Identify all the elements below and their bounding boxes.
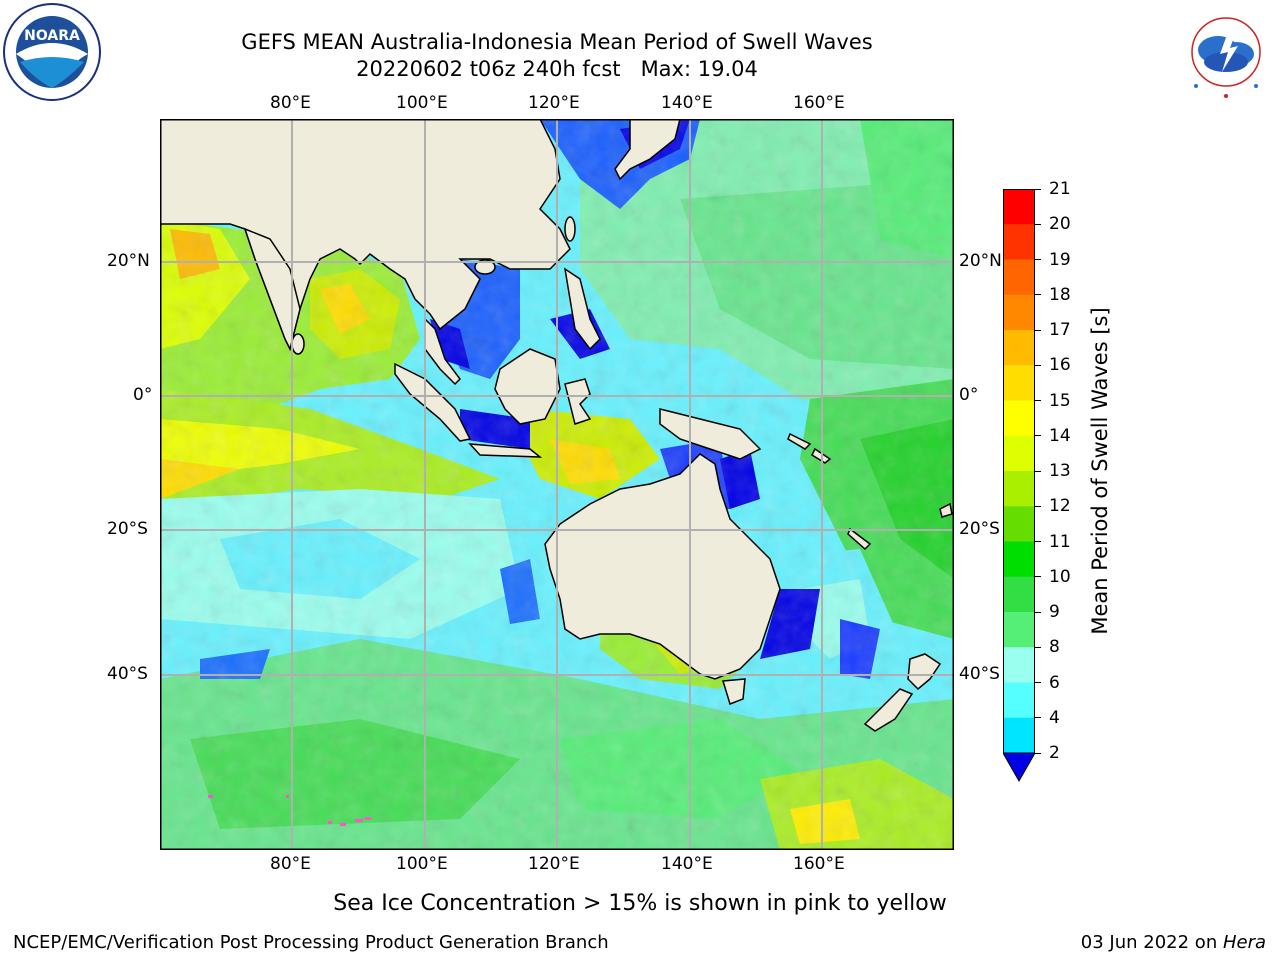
lat-tick-left-0: 0°	[133, 385, 153, 405]
lon-tick-bottom-140e: 140°E	[661, 854, 713, 874]
lon-tick-top-140e: 140°E	[661, 93, 713, 113]
colorbar-tick-label: 12	[1035, 496, 1071, 516]
malay-peninsula	[424, 317, 461, 386]
colorbar-label: Mean Period of Swell Waves [s]	[1088, 307, 1112, 635]
lat-tick-right-20s: 20°S	[959, 519, 1000, 539]
colorbar-tick-label: 9	[1035, 602, 1060, 622]
hainan	[474, 259, 496, 275]
colorbar-tick-label: 21	[1035, 179, 1071, 199]
map-svg	[159, 118, 954, 850]
lat-tick-left-40s: 40°S	[107, 664, 148, 684]
lon-tick-bottom-160e: 160°E	[793, 854, 845, 874]
colorbar-svg	[1002, 189, 1036, 783]
noaa-logo-text: NOARA	[24, 28, 80, 44]
map-subtitle: 20220602 t06z 240h fcst Max: 19.04	[356, 57, 758, 81]
footer-date: 03 Jun 2022 on Hera	[1081, 932, 1266, 953]
tasmania	[722, 678, 746, 705]
lon-tick-top-80e: 80°E	[270, 93, 311, 113]
philippines	[563, 267, 601, 351]
colorbar	[1002, 189, 1036, 784]
map-title: GEFS MEAN Australia-Indonesia Mean Perio…	[241, 30, 873, 54]
colorbar-segment	[1003, 294, 1035, 331]
land-masses	[159, 118, 953, 732]
colorbar-segment	[1003, 259, 1035, 296]
colorbar-segment	[1003, 506, 1035, 542]
footer-host: Hera	[1222, 932, 1266, 953]
sumatra	[394, 362, 472, 442]
lon-tick-top-100e: 100°E	[396, 93, 448, 113]
new-zealand-south	[863, 688, 914, 732]
sulawesi	[564, 378, 592, 425]
lon-tick-bottom-120e: 120°E	[528, 854, 580, 874]
colorbar-segment	[1003, 717, 1035, 754]
footer-date-text: 03 Jun 2022 on	[1080, 932, 1223, 953]
colorbar-tick-label: 8	[1035, 637, 1060, 657]
colorbar-tick-label: 16	[1035, 355, 1071, 375]
map-border	[160, 119, 954, 850]
colorbar-segment	[1003, 682, 1035, 719]
lon-tick-bottom-100e: 100°E	[396, 854, 448, 874]
lat-tick-right-20n: 20°N	[959, 251, 1002, 271]
lon-tick-bottom-80e: 80°E	[270, 854, 311, 874]
colorbar-tick-label: 2	[1035, 743, 1060, 763]
new-guinea	[659, 408, 762, 460]
colorbar-tick-label: 11	[1035, 532, 1071, 552]
taiwan	[564, 216, 576, 242]
colorbar-segment	[1003, 330, 1035, 366]
colorbar-label-wrap: Mean Period of Swell Waves [s]	[1085, 189, 1115, 753]
lat-tick-right-0: 0°	[959, 385, 979, 405]
lat-lon-grid	[160, 119, 954, 850]
japan	[614, 118, 681, 181]
colorbar-segment	[1003, 576, 1035, 613]
sri-lanka	[291, 333, 305, 355]
lon-tick-top-160e: 160°E	[793, 93, 845, 113]
colorbar-segment	[1003, 471, 1035, 507]
nws-logo	[1176, 2, 1276, 102]
colorbar-tick-label: 14	[1035, 426, 1071, 446]
colorbar-frame	[1003, 189, 1035, 754]
sea-ice-caption: Sea Ice Concentration > 15% is shown in …	[333, 891, 947, 916]
colorbar-segment	[1003, 224, 1035, 260]
colorbar-tick-label: 10	[1035, 567, 1071, 587]
colorbar-segment	[1003, 612, 1035, 648]
colorbar-segment	[1003, 365, 1035, 401]
footer-credit: NCEP/EMC/Verification Post Processing Pr…	[13, 932, 609, 953]
java	[468, 443, 543, 458]
colorbar-tick-label: 4	[1035, 708, 1060, 728]
colorbar-tick-label: 18	[1035, 285, 1071, 305]
colorbar-tick-label: 19	[1035, 250, 1071, 270]
colorbar-tick-label: 17	[1035, 320, 1071, 340]
noaa-logo: NOARA	[2, 2, 102, 102]
colorbar-segment	[1003, 647, 1035, 683]
lat-tick-left-20n: 20°N	[107, 251, 150, 271]
colorbar-ticks: 21 20 19 18 17 16 15 14 13 12 11 10 9 8 6 4 2	[1035, 179, 1075, 789]
sea-ice-marks	[208, 795, 371, 826]
new-caledonia	[847, 527, 872, 551]
colorbar-tick-label: 15	[1035, 391, 1071, 411]
swell-period-map	[159, 118, 954, 850]
colorbar-tick-label: 6	[1035, 673, 1060, 693]
new-zealand-north	[907, 653, 942, 691]
lat-tick-left-20s: 20°S	[107, 519, 148, 539]
lat-tick-right-40s: 40°S	[959, 664, 1000, 684]
colorbar-tick-label: 20	[1035, 214, 1071, 234]
australia	[544, 453, 781, 680]
colorbar-segment	[1003, 435, 1035, 472]
colorbar-segment	[1003, 189, 1035, 225]
colorbar-extend-arrow	[1002, 752, 1036, 783]
colorbar-segment	[1003, 400, 1035, 437]
lon-tick-top-120e: 120°E	[528, 93, 580, 113]
colorbar-tick-label: 13	[1035, 461, 1071, 481]
colorbar-segment	[1003, 541, 1035, 578]
